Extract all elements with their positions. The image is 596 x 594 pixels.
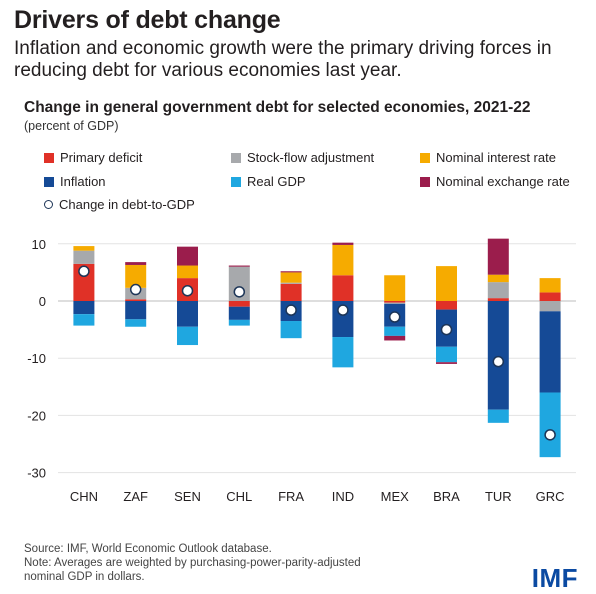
subhead: Inflation and economic growth were the p… bbox=[14, 38, 552, 81]
marker-debt-change-grc bbox=[544, 429, 556, 441]
bar-exchange-rate-chl bbox=[228, 265, 250, 267]
marker-debt-change-chl bbox=[233, 286, 246, 298]
bar-stock-flow-chn bbox=[73, 250, 95, 264]
x-tick-label-chn: CHN bbox=[70, 489, 98, 504]
bar-primary-deficit-tur bbox=[487, 298, 509, 301]
debt-change-markers bbox=[78, 265, 556, 441]
bar-inflation-grc bbox=[539, 311, 561, 393]
bar-stock-flow-grc bbox=[539, 301, 561, 312]
bar-nominal-interest-chn bbox=[73, 246, 95, 251]
x-tick-label-ind: IND bbox=[332, 489, 354, 504]
bar-stock-flow-fra bbox=[280, 282, 302, 284]
y-axis-unit-label: (percent of GDP) bbox=[24, 119, 119, 133]
bar-real-gdp-sen bbox=[177, 326, 198, 346]
bar-primary-deficit-chl bbox=[228, 301, 250, 307]
bar-nominal-interest-bra bbox=[436, 266, 457, 301]
y-tick-label: -10 bbox=[27, 351, 46, 366]
x-tick-label-fra: FRA bbox=[278, 489, 304, 504]
bar-real-gdp-chn bbox=[73, 314, 95, 326]
y-tick-label: 0 bbox=[39, 294, 46, 309]
imf-logo: IMF bbox=[531, 563, 578, 593]
y-tick-label: -20 bbox=[27, 408, 46, 423]
marker-debt-change-bra bbox=[440, 323, 453, 336]
bar-real-gdp-chl bbox=[228, 319, 250, 326]
bar-real-gdp-ind bbox=[332, 337, 354, 368]
marker-debt-change-mex bbox=[388, 311, 401, 323]
x-tick-label-grc: GRC bbox=[536, 489, 565, 504]
bar-inflation-chl bbox=[228, 306, 250, 320]
x-tick-label-bra: BRA bbox=[433, 489, 460, 504]
bar-inflation-zaf bbox=[125, 301, 147, 320]
bar-real-gdp-bra bbox=[436, 346, 457, 363]
bar-real-gdp-tur bbox=[487, 409, 509, 423]
x-tick-label-mex: MEX bbox=[381, 489, 410, 504]
bar-exchange-rate-mex bbox=[384, 335, 406, 341]
bar-exchange-rate-zaf bbox=[125, 262, 147, 265]
bar-primary-deficit-grc bbox=[539, 292, 561, 301]
footnote-note-line2: nominal GDP in dollars. bbox=[24, 571, 145, 583]
marker-debt-change-zaf bbox=[129, 283, 142, 296]
bar-inflation-chn bbox=[73, 301, 95, 315]
bar-inflation-tur bbox=[487, 301, 509, 410]
marker-debt-change-fra bbox=[285, 304, 297, 316]
y-tick-label: 10 bbox=[32, 237, 46, 252]
bar-exchange-rate-sen bbox=[177, 246, 198, 266]
bar-segments bbox=[73, 238, 561, 458]
y-tick-label: -30 bbox=[27, 466, 46, 481]
bar-primary-deficit-mex bbox=[384, 301, 406, 303]
bar-stock-flow-mex bbox=[384, 302, 406, 304]
footnote: Source: IMF, World Economic Outlook data… bbox=[24, 542, 361, 584]
x-tick-label-tur: TUR bbox=[485, 489, 512, 504]
bar-primary-deficit-ind bbox=[332, 275, 354, 301]
marker-debt-change-chn bbox=[78, 265, 90, 278]
marker-debt-change-sen bbox=[181, 284, 194, 297]
bar-primary-deficit-zaf bbox=[125, 299, 147, 301]
bar-exchange-rate-fra bbox=[280, 271, 302, 273]
bar-real-gdp-grc bbox=[539, 392, 561, 458]
bar-nominal-interest-ind bbox=[332, 244, 354, 276]
x-tick-label-chl: CHL bbox=[226, 489, 252, 504]
chart-title: Change in general government debt for se… bbox=[24, 99, 531, 116]
marker-debt-change-ind bbox=[337, 304, 349, 316]
bar-nominal-interest-sen bbox=[177, 265, 198, 279]
bar-real-gdp-fra bbox=[280, 321, 302, 339]
bar-inflation-sen bbox=[177, 301, 198, 327]
bar-real-gdp-zaf bbox=[125, 319, 147, 327]
headline: Drivers of debt change bbox=[14, 6, 281, 34]
x-tick-label-zaf: ZAF bbox=[123, 489, 148, 504]
bar-stock-flow-tur bbox=[487, 282, 509, 299]
bar-nominal-interest-zaf bbox=[125, 264, 147, 288]
bar-nominal-interest-fra bbox=[280, 272, 302, 283]
footnote-source: Source: IMF, World Economic Outlook data… bbox=[24, 543, 272, 555]
axis-ticks: 10 0 -10 -20 -30 CHN ZAF SEN CHL FRA IND MEX BRA TUR G… bbox=[27, 237, 564, 504]
bar-nominal-interest-tur bbox=[487, 274, 509, 283]
marker-debt-change-tur bbox=[492, 355, 505, 368]
bar-primary-deficit-bra bbox=[436, 301, 457, 310]
bar-exchange-rate-ind bbox=[332, 242, 354, 245]
bar-primary-deficit-fra bbox=[280, 283, 302, 301]
bar-exchange-rate-bra bbox=[436, 362, 457, 364]
x-tick-label-sen: SEN bbox=[174, 489, 201, 504]
bar-nominal-interest-grc bbox=[539, 278, 561, 293]
bar-nominal-interest-mex bbox=[384, 275, 406, 301]
bar-real-gdp-mex bbox=[384, 326, 406, 336]
footnote-note-line1: Note: Averages are weighted by purchasin… bbox=[24, 557, 361, 569]
bar-exchange-rate-tur bbox=[487, 238, 509, 275]
